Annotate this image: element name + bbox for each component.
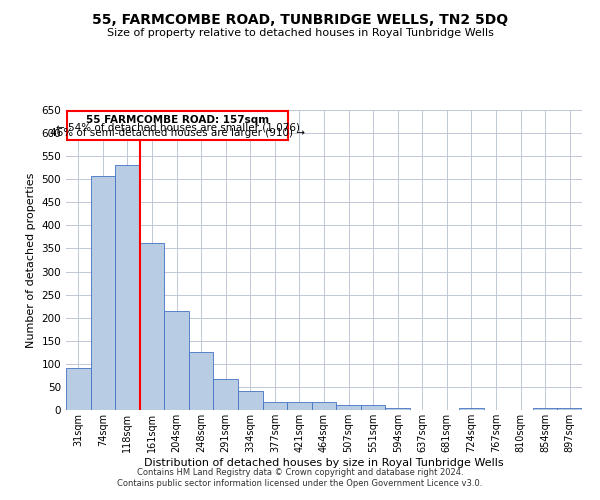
- Bar: [238, 390, 263, 410]
- Bar: [287, 402, 312, 410]
- Bar: [164, 311, 189, 410]
- Bar: [459, 408, 484, 410]
- Bar: [91, 176, 115, 410]
- Bar: [189, 352, 214, 410]
- Bar: [214, 379, 238, 410]
- Text: Distribution of detached houses by size in Royal Tunbridge Wells: Distribution of detached houses by size …: [144, 458, 504, 468]
- Bar: [115, 166, 140, 410]
- Bar: [361, 406, 385, 410]
- Y-axis label: Number of detached properties: Number of detached properties: [26, 172, 36, 348]
- Bar: [67, 111, 289, 140]
- Bar: [557, 408, 582, 410]
- Bar: [336, 406, 361, 410]
- Text: Contains HM Land Registry data © Crown copyright and database right 2024.
Contai: Contains HM Land Registry data © Crown c…: [118, 468, 482, 487]
- Bar: [140, 243, 164, 410]
- Text: 55 FARMCOMBE ROAD: 157sqm: 55 FARMCOMBE ROAD: 157sqm: [86, 114, 269, 124]
- Bar: [66, 368, 91, 410]
- Bar: [385, 408, 410, 410]
- Text: 46% of semi-detached houses are larger (910) →: 46% of semi-detached houses are larger (…: [50, 128, 305, 138]
- Bar: [263, 402, 287, 410]
- Text: Size of property relative to detached houses in Royal Tunbridge Wells: Size of property relative to detached ho…: [107, 28, 493, 38]
- Bar: [312, 402, 336, 410]
- Text: 55, FARMCOMBE ROAD, TUNBRIDGE WELLS, TN2 5DQ: 55, FARMCOMBE ROAD, TUNBRIDGE WELLS, TN2…: [92, 12, 508, 26]
- Bar: [533, 408, 557, 410]
- Text: ← 54% of detached houses are smaller (1,076): ← 54% of detached houses are smaller (1,…: [56, 122, 300, 132]
